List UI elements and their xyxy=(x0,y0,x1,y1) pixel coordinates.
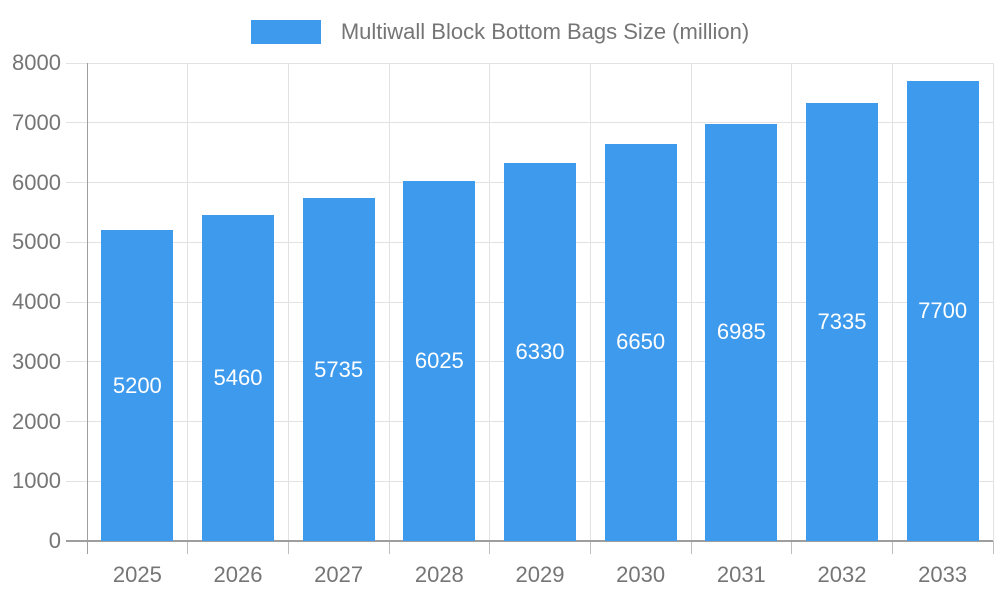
gridline-v xyxy=(791,63,793,541)
gridline-v xyxy=(891,63,893,541)
bar-value-label: 7335 xyxy=(817,308,867,334)
x-tick-stub xyxy=(690,541,692,554)
bar-value-label: 5460 xyxy=(213,364,263,390)
gridline-v xyxy=(589,63,591,541)
legend-label: Multiwall Block Bottom Bags Size (millio… xyxy=(340,19,750,44)
bar-value-label: 6330 xyxy=(515,338,565,364)
x-tick-stub xyxy=(791,541,793,554)
bar[interactable]: 6650 xyxy=(604,143,677,541)
bar[interactable]: 5735 xyxy=(302,198,375,541)
x-tick-stub xyxy=(992,541,994,554)
x-tick-stub xyxy=(287,541,289,554)
gridline-v xyxy=(690,63,692,541)
x-tick-label: 2027 xyxy=(314,562,364,587)
bar-value-label: 6985 xyxy=(716,319,766,345)
y-tick-label: 4000 xyxy=(12,289,61,314)
bar[interactable]: 7700 xyxy=(906,80,979,541)
y-tick-label: 0 xyxy=(48,528,61,553)
y-tick-label: 2000 xyxy=(12,408,61,434)
x-tick-label: 2026 xyxy=(213,562,263,587)
gridline-h xyxy=(66,62,993,64)
x-tick-label: 2032 xyxy=(817,562,867,587)
x-tick-label: 2030 xyxy=(616,562,666,587)
y-tick-label: 7000 xyxy=(12,109,61,135)
x-tick-label: 2033 xyxy=(918,562,968,587)
x-tick-stub xyxy=(388,541,390,554)
plot-area: 0 1000 2000 3000 4000 5000 6000 7000 8000 5200 202… xyxy=(12,50,994,587)
gridline-v xyxy=(992,63,994,541)
x-tick-stub xyxy=(891,541,893,554)
gridline-h xyxy=(66,122,993,124)
y-tick-label: 6000 xyxy=(12,169,61,195)
gridline-v xyxy=(187,63,189,541)
x-tick-label: 2031 xyxy=(716,562,766,587)
bar[interactable]: 6985 xyxy=(705,123,778,541)
bar[interactable]: 5460 xyxy=(202,214,274,541)
x-tick-stub xyxy=(489,541,491,554)
gridline-v xyxy=(287,63,289,541)
x-tick-label: 2025 xyxy=(112,562,162,587)
bar[interactable]: 6025 xyxy=(403,181,476,541)
bar-value-label: 6650 xyxy=(616,329,666,355)
bar-value-label: 6025 xyxy=(414,348,464,373)
x-tick-label: 2029 xyxy=(515,562,565,587)
y-tick-label: 5000 xyxy=(12,229,61,255)
y-tick-label: 3000 xyxy=(12,348,61,374)
gridline-v xyxy=(489,63,491,541)
bar-value-label: 7700 xyxy=(918,297,968,323)
bar-value-label: 5735 xyxy=(314,356,364,382)
x-tick-stub xyxy=(589,541,591,554)
bar-value-label: 5200 xyxy=(112,372,162,398)
legend-swatch xyxy=(250,20,321,44)
y-axis-line xyxy=(87,63,88,554)
bar[interactable]: 5200 xyxy=(101,230,174,541)
bar[interactable]: 6330 xyxy=(504,162,576,541)
y-tick-label: 1000 xyxy=(12,468,61,494)
x-tick-stub xyxy=(187,541,189,554)
y-tick-label: 8000 xyxy=(12,50,61,75)
legend: Multiwall Block Bottom Bags Size (millio… xyxy=(0,18,1000,46)
gridline-v xyxy=(388,63,390,541)
bar[interactable]: 7335 xyxy=(806,102,878,541)
x-tick-label: 2028 xyxy=(414,562,464,587)
